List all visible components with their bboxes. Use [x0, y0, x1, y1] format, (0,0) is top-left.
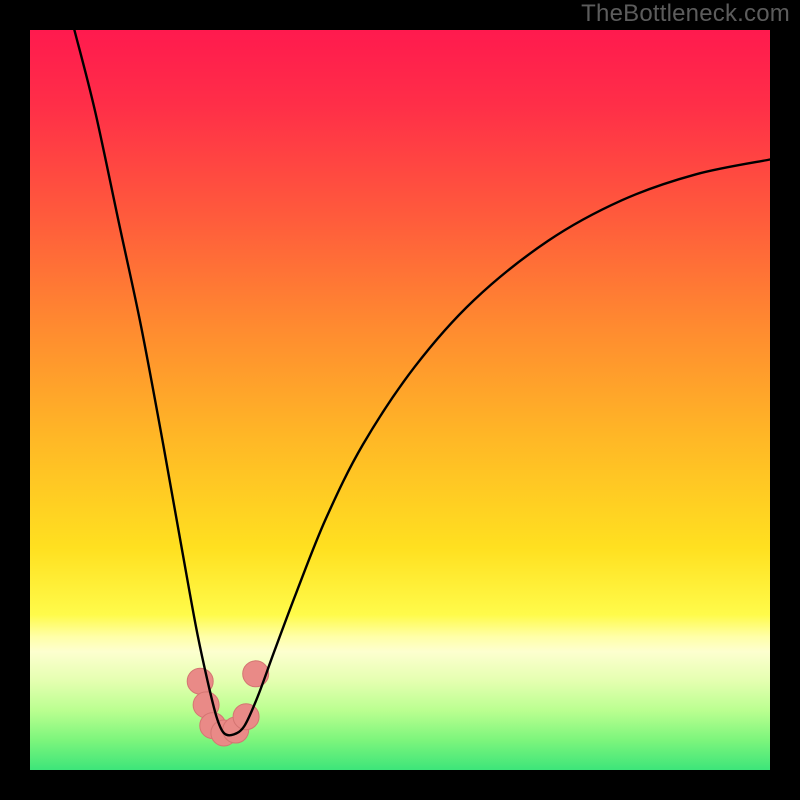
watermark-label: TheBottleneck.com — [581, 0, 790, 28]
curve-marker — [243, 661, 269, 687]
chart-svg — [0, 0, 800, 800]
plot-background — [30, 30, 770, 770]
curve-marker — [233, 704, 259, 730]
chart-stage: TheBottleneck.com — [0, 0, 800, 800]
